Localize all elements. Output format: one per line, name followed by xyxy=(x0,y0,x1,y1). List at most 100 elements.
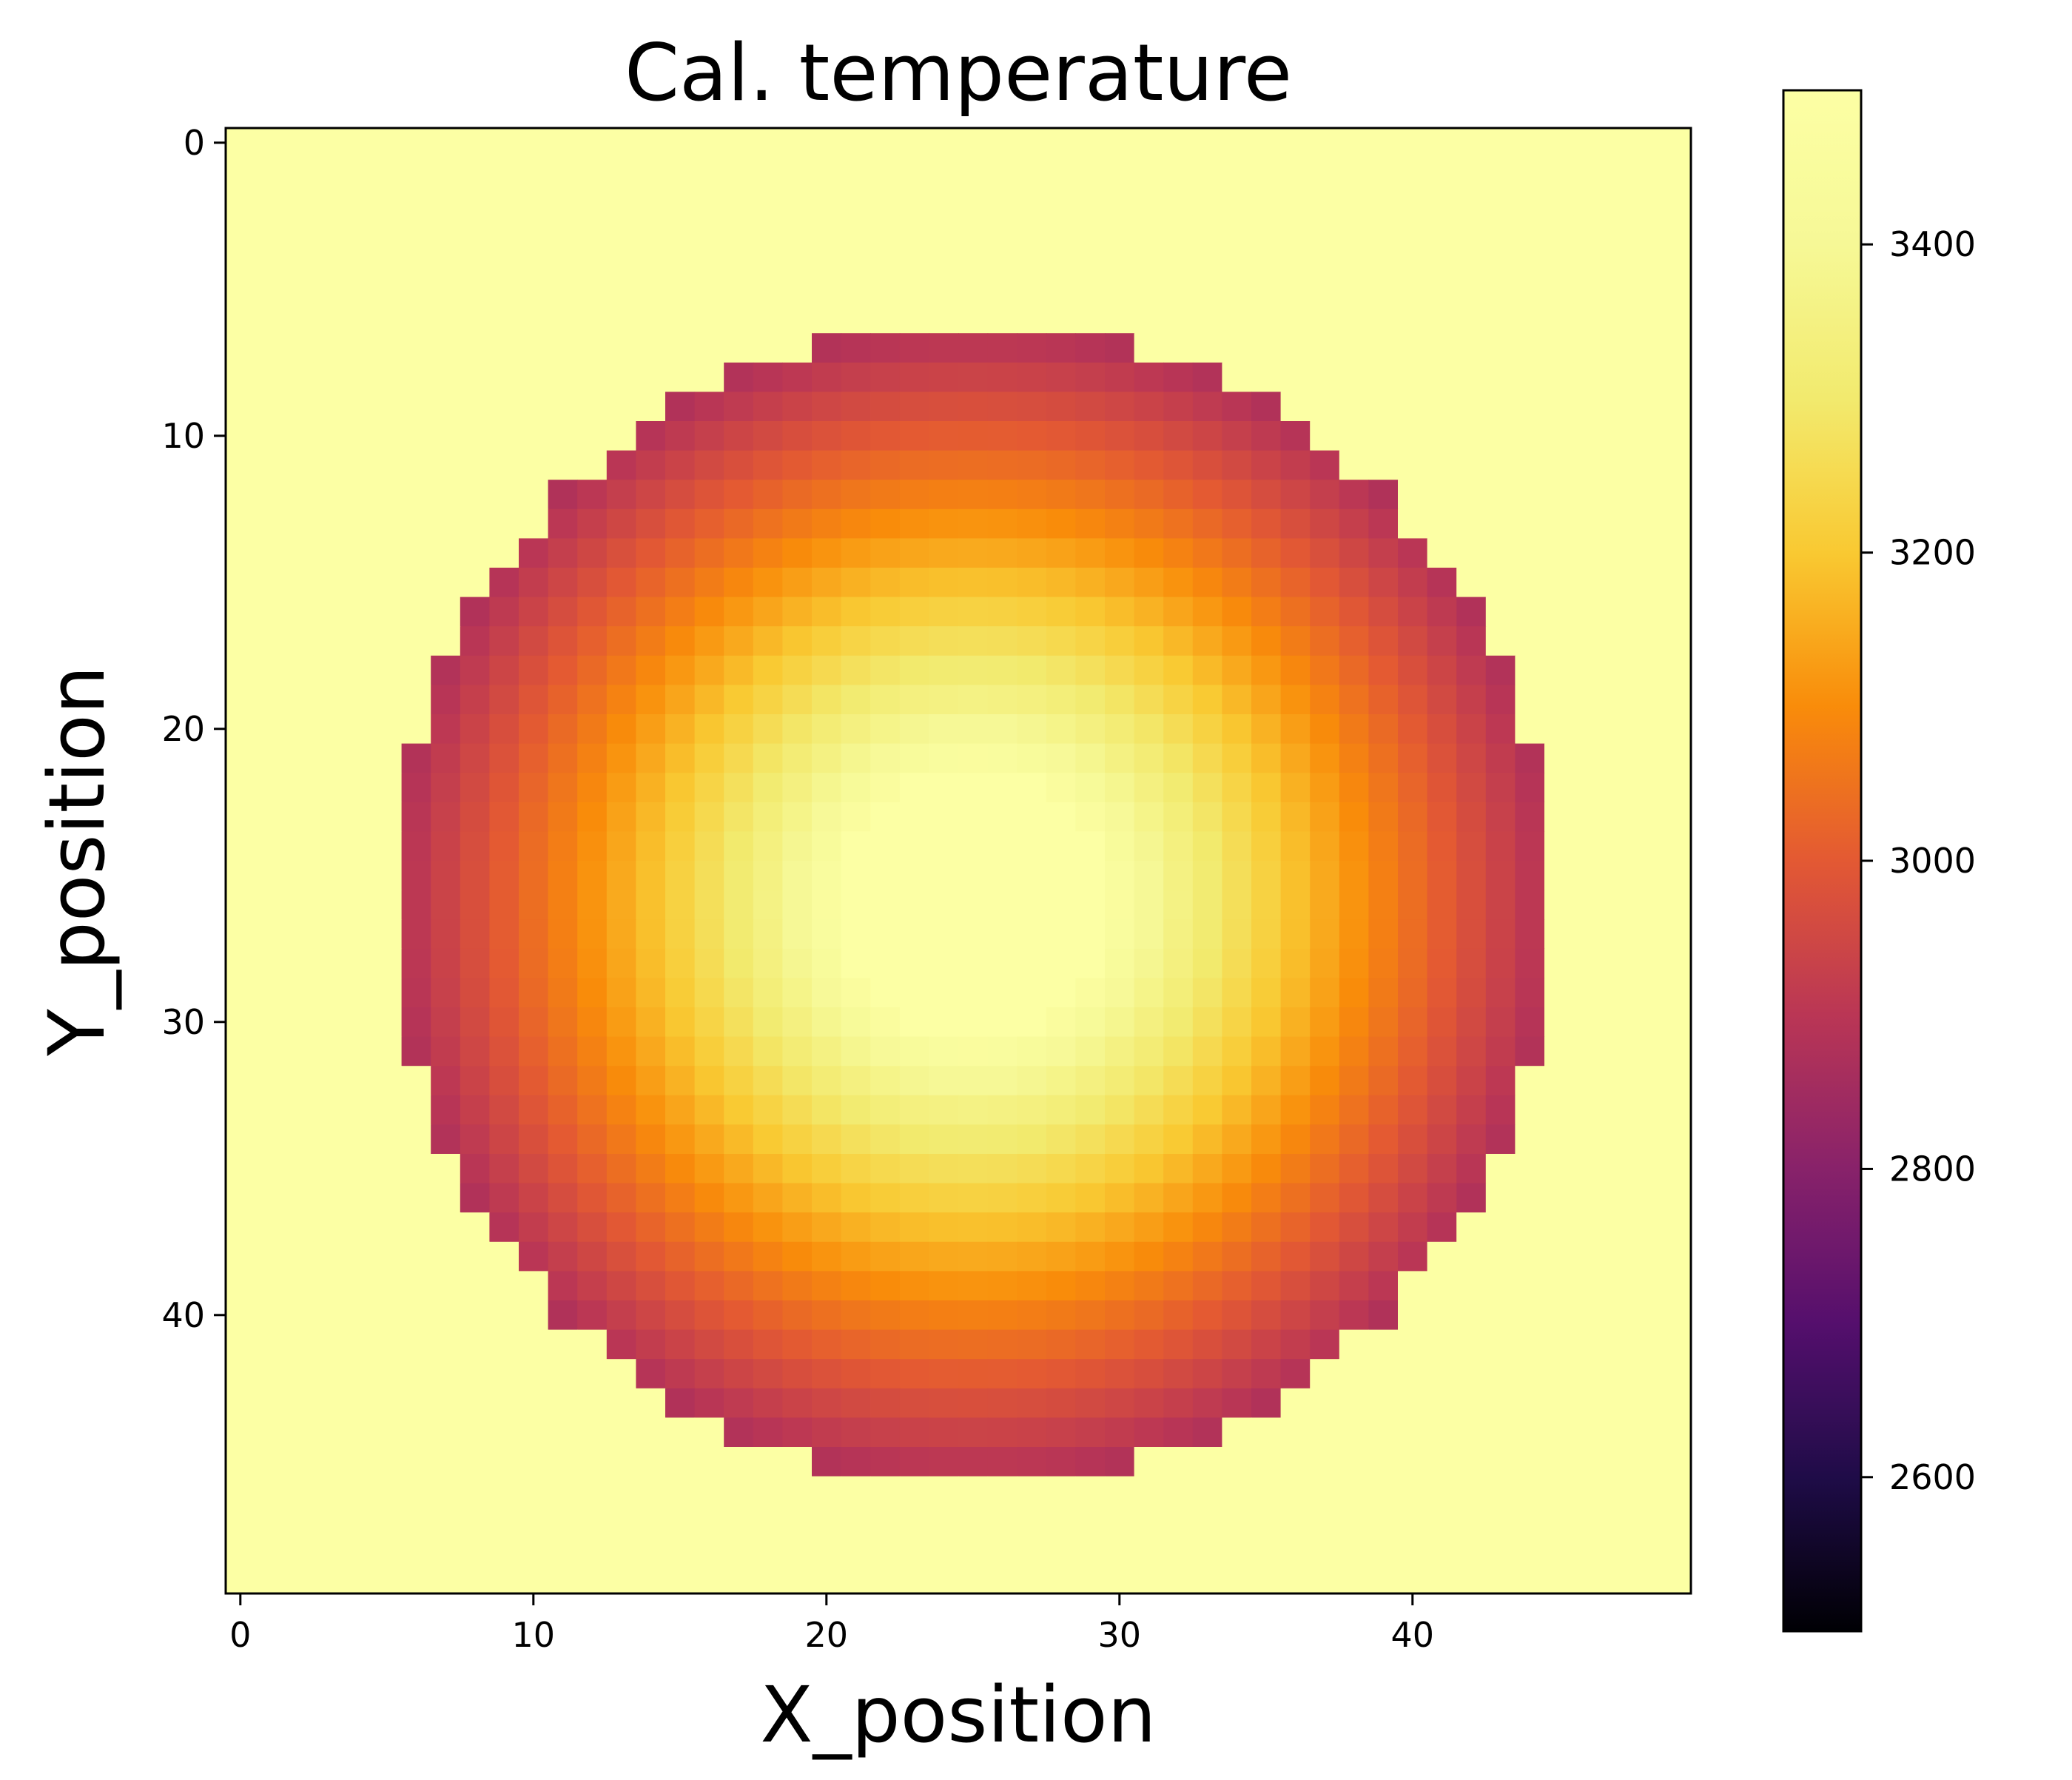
heatmap-cell xyxy=(577,450,608,480)
heatmap-cell xyxy=(929,655,959,685)
heatmap-cell xyxy=(1134,1417,1164,1448)
heatmap-cell xyxy=(1544,362,1575,392)
heatmap-cell xyxy=(1485,1066,1516,1096)
heatmap-cell xyxy=(665,508,696,539)
heatmap-cell xyxy=(606,1447,636,1477)
heatmap-cell xyxy=(1456,392,1487,422)
heatmap-cell xyxy=(577,1271,608,1301)
heatmap-cell xyxy=(1368,1066,1399,1096)
heatmap-cell xyxy=(372,831,403,862)
heatmap-cell xyxy=(1544,1036,1575,1067)
heatmap-cell xyxy=(1280,802,1311,832)
heatmap-cell xyxy=(929,421,959,451)
heatmap-cell xyxy=(1515,568,1545,598)
heatmap-cell xyxy=(343,1066,373,1096)
heatmap-cell xyxy=(1456,919,1487,950)
heatmap-cell xyxy=(1280,421,1311,451)
heatmap-cell xyxy=(694,802,724,832)
heatmap-cell xyxy=(753,480,783,510)
heatmap-cell xyxy=(1105,978,1135,1008)
heatmap-cell xyxy=(1632,1036,1662,1067)
heatmap-cell xyxy=(372,362,403,392)
heatmap-cell xyxy=(489,568,519,598)
heatmap-cell xyxy=(284,362,314,392)
heatmap-cell xyxy=(1105,508,1135,539)
heatmap-cell xyxy=(1368,626,1399,656)
heatmap-cell xyxy=(460,714,490,745)
heatmap-cell xyxy=(577,1534,608,1565)
heatmap-cell xyxy=(577,303,608,334)
heatmap-cell xyxy=(284,1066,314,1096)
heatmap-cell xyxy=(899,1212,929,1243)
heatmap-cell xyxy=(577,597,608,627)
heatmap-cell xyxy=(1251,1534,1282,1565)
heatmap-cell xyxy=(1544,421,1575,451)
heatmap-cell xyxy=(284,1505,314,1536)
heatmap-cell xyxy=(1632,187,1662,217)
heatmap-cell xyxy=(1485,187,1516,217)
heatmap-cell xyxy=(1163,450,1194,480)
heatmap-cell xyxy=(431,861,461,891)
heatmap-cell xyxy=(958,333,989,363)
heatmap-cell xyxy=(255,655,285,685)
heatmap-cell xyxy=(636,568,666,598)
heatmap-cell xyxy=(1017,1534,1047,1565)
heatmap-cell xyxy=(899,802,929,832)
heatmap-cell xyxy=(724,1154,754,1184)
heatmap-cell xyxy=(665,1095,696,1125)
heatmap-cell xyxy=(1515,1417,1545,1448)
heatmap-cell xyxy=(636,773,666,803)
heatmap-cell xyxy=(431,421,461,451)
heatmap-cell xyxy=(401,362,431,392)
heatmap-cell xyxy=(870,890,901,920)
heatmap-cell xyxy=(694,1183,724,1213)
heatmap-cell xyxy=(226,1124,256,1155)
heatmap-cell xyxy=(489,1534,519,1565)
heatmap-cell xyxy=(636,861,666,891)
heatmap-cell xyxy=(1427,1241,1457,1272)
heatmap-cell xyxy=(1134,1095,1164,1125)
colorbar-tick-label: 3000 xyxy=(1889,841,1976,881)
heatmap-cell xyxy=(548,1066,578,1096)
heatmap-cell xyxy=(899,1476,929,1506)
heatmap-cell xyxy=(489,685,519,715)
heatmap-cell xyxy=(870,1505,901,1536)
heatmap-cell xyxy=(1046,714,1076,745)
heatmap-cell xyxy=(1222,187,1252,217)
heatmap-cell xyxy=(958,568,989,598)
heatmap-cell xyxy=(401,128,431,158)
heatmap-cell xyxy=(1485,275,1516,305)
heatmap-cell xyxy=(929,773,959,803)
heatmap-cell xyxy=(1485,1417,1516,1448)
heatmap-cell xyxy=(1632,480,1662,510)
heatmap-cell xyxy=(1661,157,1692,187)
heatmap-cell xyxy=(1222,626,1252,656)
heatmap-cell xyxy=(1427,421,1457,451)
heatmap-cell xyxy=(870,948,901,978)
heatmap-cell xyxy=(753,948,783,978)
heatmap-cell xyxy=(1192,538,1222,568)
heatmap-cell xyxy=(1544,1007,1575,1038)
heatmap-cell xyxy=(1163,245,1194,275)
heatmap-cell xyxy=(1280,1359,1311,1389)
heatmap-cell xyxy=(1222,890,1252,920)
heatmap-cell xyxy=(1310,1476,1340,1506)
heatmap-cell xyxy=(1573,1271,1604,1301)
heatmap-cell xyxy=(1163,948,1194,978)
heatmap-cell xyxy=(724,861,754,891)
heatmap-cell xyxy=(1105,1417,1135,1448)
heatmap-cell xyxy=(489,773,519,803)
heatmap-cell xyxy=(1105,1154,1135,1184)
heatmap-cell xyxy=(1134,655,1164,685)
heatmap-cell xyxy=(1515,714,1545,745)
heatmap-cell xyxy=(1573,1359,1604,1389)
heatmap-cell xyxy=(665,1212,696,1243)
heatmap-cell xyxy=(401,1007,431,1038)
heatmap-cell xyxy=(694,978,724,1008)
heatmap-cell xyxy=(1544,215,1575,246)
heatmap-cell xyxy=(1573,392,1604,422)
heatmap-cell xyxy=(1339,948,1369,978)
heatmap-cell xyxy=(899,1359,929,1389)
heatmap-cell xyxy=(1456,157,1487,187)
